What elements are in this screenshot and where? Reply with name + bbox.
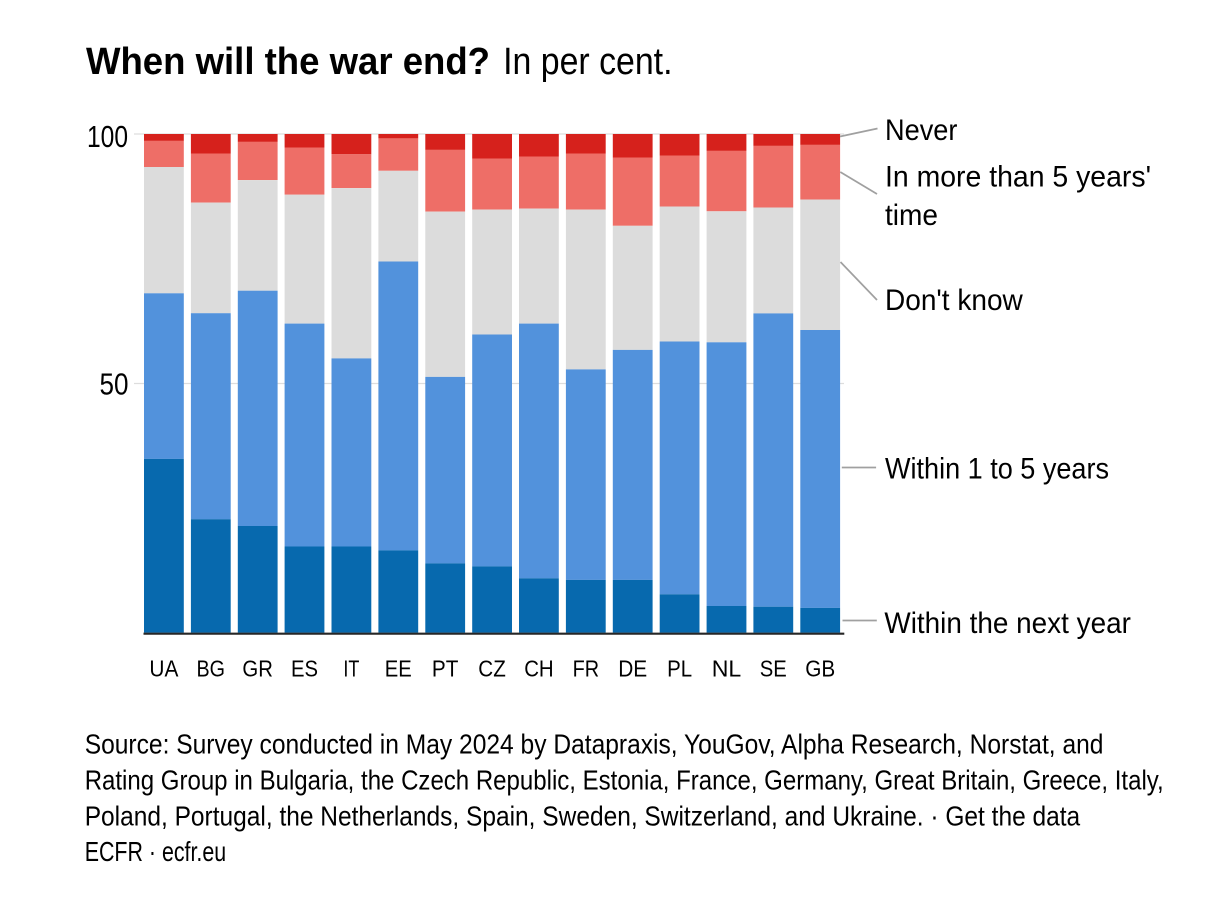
svg-text:ES: ES (291, 656, 318, 682)
svg-text:50: 50 (100, 369, 129, 402)
svg-text:Within 1 to 5 years: Within 1 to 5 years (885, 453, 1109, 485)
svg-text:DE: DE (618, 656, 647, 682)
svg-text:CH: CH (524, 656, 554, 682)
svg-text:time: time (885, 200, 938, 232)
svg-text:Within the next year: Within the next year (884, 608, 1131, 640)
svg-text:When will the war end?: When will the war end? (86, 40, 490, 83)
svg-text:UA: UA (149, 656, 178, 682)
svg-text:NL: NL (712, 656, 742, 682)
svg-text:In more than 5 years': In more than 5 years' (885, 162, 1151, 194)
svg-text:ECFR · ecfr.eu: ECFR · ecfr.eu (85, 836, 227, 867)
svg-text:Source: Survey conducted in Ma: Source: Survey conducted in May 2024 by … (85, 729, 1104, 760)
svg-text:100: 100 (87, 121, 128, 154)
svg-text:CZ: CZ (478, 656, 506, 682)
svg-text:FR: FR (573, 656, 600, 682)
svg-text:BG: BG (197, 656, 226, 682)
svg-text:GR: GR (242, 656, 273, 682)
svg-text:EE: EE (385, 656, 412, 682)
svg-text:Don't know: Don't know (885, 285, 1024, 317)
svg-text:Rating Group in Bulgaria, the: Rating Group in Bulgaria, the Czech Repu… (85, 765, 1164, 796)
svg-text:SE: SE (760, 656, 787, 682)
svg-text:GB: GB (805, 656, 835, 682)
svg-text:Poland, Portugal, the Netherla: Poland, Portugal, the Netherlands, Spain… (85, 801, 1081, 832)
svg-text:Never: Never (885, 115, 958, 147)
svg-text:IT: IT (343, 656, 359, 682)
svg-text:PT: PT (432, 656, 459, 682)
svg-text:In per cent.: In per cent. (503, 40, 672, 83)
svg-text:PL: PL (667, 656, 692, 682)
